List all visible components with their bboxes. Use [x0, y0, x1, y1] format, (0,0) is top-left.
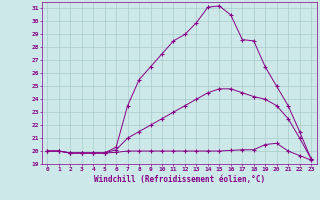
X-axis label: Windchill (Refroidissement éolien,°C): Windchill (Refroidissement éolien,°C) — [94, 175, 265, 184]
